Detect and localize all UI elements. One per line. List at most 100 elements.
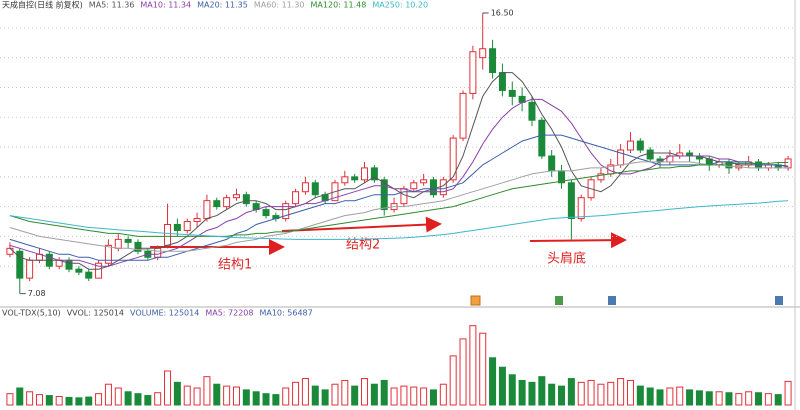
volume-bar — [597, 383, 605, 406]
candle-body — [577, 197, 585, 220]
volume-bar — [85, 396, 93, 406]
volume-bar — [154, 392, 162, 406]
volume-bar — [223, 385, 231, 406]
candle-body — [400, 188, 408, 205]
event-marker — [555, 296, 563, 305]
ma-line — [9, 200, 789, 240]
candle-body — [164, 224, 172, 246]
volume-bar — [429, 389, 437, 406]
volume-bar — [498, 366, 506, 406]
candle-body — [351, 176, 359, 181]
volume-bar — [558, 385, 566, 406]
candle-body — [370, 167, 378, 181]
volume-legend: VOL-TDX(5,10) — [2, 309, 61, 318]
volume-bar — [55, 396, 63, 406]
volume-bar — [459, 338, 467, 406]
volume-bar — [213, 383, 221, 406]
volume-bar — [400, 385, 408, 406]
volume-bar — [774, 394, 782, 406]
volume-bar — [755, 392, 763, 406]
volume-bar — [321, 389, 329, 406]
ma-line — [9, 98, 789, 267]
candle-body — [75, 268, 83, 273]
candle-body — [173, 224, 181, 231]
volume-bar — [784, 380, 792, 406]
volume-bar — [735, 393, 743, 406]
volume-bar — [361, 378, 369, 406]
volume-bar — [390, 387, 398, 406]
volume-bar — [577, 381, 585, 406]
legend-entry: MA120: 11.48 — [311, 1, 367, 10]
candle-body — [104, 244, 112, 264]
volume-bar — [518, 379, 526, 406]
volume-bar — [656, 389, 664, 406]
candle-body — [223, 197, 231, 208]
ma-line — [9, 134, 789, 261]
candle-body — [114, 238, 122, 249]
event-marker — [775, 296, 783, 305]
volume-bar — [242, 389, 250, 406]
candle-body — [439, 179, 447, 196]
volume-bar — [636, 385, 644, 406]
candle-body — [567, 182, 575, 220]
candle-body — [154, 247, 162, 258]
volume-bar — [617, 378, 625, 406]
volume-bar — [705, 391, 713, 406]
volume-bar — [420, 387, 428, 406]
volume-bar — [272, 394, 280, 406]
candle-body — [311, 182, 319, 196]
volume-bar — [646, 387, 654, 406]
volume-bar — [587, 379, 595, 406]
volume-bar — [311, 385, 319, 406]
volume-bar — [65, 396, 73, 406]
volume-bar — [548, 383, 556, 406]
volume-bar — [439, 383, 447, 406]
volume-bar — [282, 387, 290, 406]
volume-bar — [676, 386, 684, 406]
volume-bar — [45, 395, 53, 406]
volume-bar — [331, 383, 339, 406]
candle-body — [193, 218, 201, 223]
volume-bar — [104, 383, 112, 406]
volume-legend: VVOL: 125014 — [67, 309, 124, 318]
volume-bar — [686, 389, 694, 406]
volume-legend: VOLUME: 125014 — [130, 309, 199, 318]
candle-body — [282, 203, 290, 220]
volume-bar — [6, 393, 14, 406]
volume-bar — [479, 332, 487, 406]
volume-bar — [203, 376, 211, 406]
legend-entry: MA5: 11.36 — [89, 1, 135, 10]
candle-body — [498, 72, 506, 91]
arrow — [281, 216, 442, 233]
candle-body — [262, 209, 270, 217]
chart-title: 天成自控(日线 前复权) — [2, 0, 83, 10]
candle-body — [528, 101, 536, 121]
candle-body — [213, 200, 221, 208]
volume-bar — [232, 386, 240, 406]
candle-body — [203, 200, 211, 220]
candle-body — [636, 140, 644, 151]
candle-body — [469, 51, 477, 94]
ma-line — [9, 161, 789, 252]
high-label: 16.50 — [491, 8, 514, 17]
ma-line — [9, 162, 789, 237]
volume-bar — [607, 381, 615, 406]
volume-bar — [252, 391, 260, 406]
candle-body — [242, 194, 250, 205]
volume-bar — [341, 379, 349, 406]
volume-bar — [351, 385, 359, 406]
volume-bar — [35, 394, 43, 406]
legend-entry: MA60: 11.30 — [254, 1, 305, 10]
legend-entry: MA10: 11.34 — [140, 1, 191, 10]
volume-bar — [380, 379, 388, 406]
volume-bar — [183, 385, 191, 406]
volume-bar — [262, 393, 270, 406]
event-markers — [470, 295, 783, 306]
event-marker — [608, 296, 616, 305]
volume-bar — [16, 387, 24, 406]
candle-body — [646, 149, 654, 160]
volume-bar — [715, 391, 723, 406]
candle-body — [489, 48, 497, 74]
